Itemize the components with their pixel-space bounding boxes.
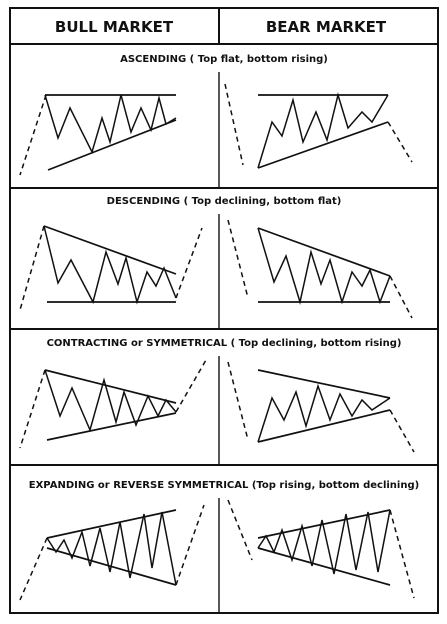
breakdown-dashed-line [390,410,414,452]
ascending-bull-pattern [20,95,176,175]
support-line [258,410,390,442]
resistance-line [44,226,176,274]
bear-market-header: BEAR MARKET [266,18,387,36]
price-path [47,512,176,585]
resistance-line [45,370,176,403]
price-path [258,510,390,574]
ascending-title: ASCENDING ( Top flat, bottom rising) [120,54,328,65]
price-path [44,226,176,302]
support-line [47,413,176,440]
price-path [45,95,176,152]
breakout-dashed-line [176,360,206,412]
entry-dashed-line [20,370,45,448]
entry-dashed-line [228,220,248,298]
entry-dashed-line [228,362,248,440]
contracting-bear-pattern [228,362,414,452]
price-path [258,228,390,302]
resistance-line [258,370,390,398]
price-path [258,95,388,168]
price-path [45,370,176,430]
breakdown-dashed-line [390,276,412,318]
breakout-dashed-line [20,95,46,175]
ascending-bear-pattern [225,84,412,168]
outer-border [10,8,438,613]
contracting-bull-pattern [20,360,206,448]
breakout-dashed-line [176,505,204,585]
entry-dashed-line [20,538,47,600]
bull-market-header: BULL MARKET [55,18,174,36]
expanding-title: EXPANDING or REVERSE SYMMETRICAL (Top ri… [29,480,419,491]
support-line [258,548,390,585]
breakdown-dashed-line [388,122,412,162]
expanding-bull-pattern [20,505,204,600]
breakout-dashed-line [176,228,202,298]
expanding-bear-pattern [228,500,414,598]
resistance-line [47,510,176,538]
entry-dashed-line [225,84,243,165]
entry-dashed-line [20,226,44,310]
breakdown-dashed-line [390,510,414,598]
entry-dashed-line [228,500,252,560]
support-line [48,120,176,170]
descending-bull-pattern [20,226,202,310]
descending-title: DESCENDING ( Top declining, bottom flat) [107,196,342,207]
descending-bear-pattern [228,220,412,318]
contracting-title: CONTRACTING or SYMMETRICAL ( Top declini… [47,338,402,349]
